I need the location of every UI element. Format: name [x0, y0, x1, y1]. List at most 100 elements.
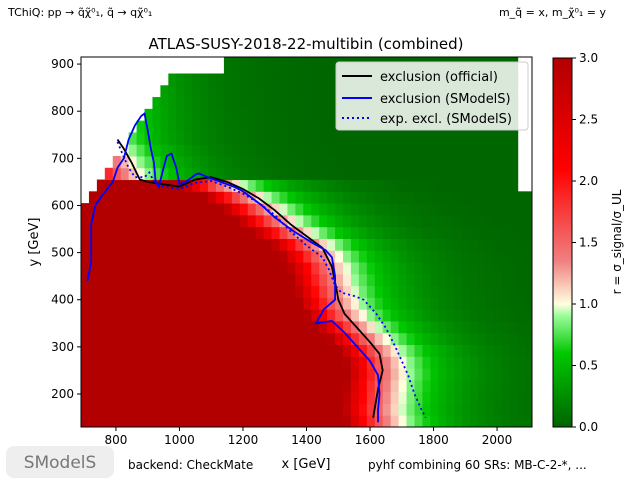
heatmap-cell	[231, 108, 241, 122]
heatmap-cell	[279, 57, 288, 63]
heatmap-cell	[501, 379, 511, 393]
heatmap-cell	[144, 238, 153, 251]
heatmap-cell	[176, 97, 185, 110]
heatmap-cell	[231, 203, 241, 216]
heatmap-cell	[223, 285, 233, 298]
heatmap-cell	[239, 57, 249, 63]
heatmap-cell	[335, 155, 344, 169]
heatmap-cell	[478, 368, 487, 381]
heatmap-cell	[501, 273, 511, 287]
heatmap-cell	[438, 273, 447, 287]
heatmap-cell	[311, 285, 320, 298]
heatmap-cell	[430, 262, 439, 275]
heatmap-cell	[311, 368, 320, 381]
heatmap-cell	[239, 379, 249, 393]
heatmap-cell	[509, 332, 519, 346]
heatmap-cell	[295, 356, 304, 369]
heatmap-cell	[319, 285, 328, 298]
heatmap-cell	[81, 273, 90, 287]
heatmap-cell	[438, 226, 447, 239]
heatmap-cell	[263, 203, 273, 216]
heatmap-cell	[295, 61, 304, 74]
heatmap-cell	[303, 61, 312, 74]
heatmap-cell	[406, 144, 415, 157]
heatmap-cell	[327, 226, 336, 239]
heatmap-cell	[350, 214, 360, 228]
heatmap-cell	[144, 297, 153, 310]
heatmap-cell	[223, 144, 233, 157]
heatmap-cell	[470, 179, 479, 192]
heatmap-cell	[382, 344, 392, 357]
heatmap-cell	[223, 108, 233, 122]
heatmap-cell	[239, 226, 249, 239]
heatmap-cell	[128, 214, 138, 228]
heatmap-cell	[422, 214, 431, 228]
heatmap-cell	[509, 226, 519, 239]
heatmap-cell	[295, 132, 304, 145]
heatmap-cell	[128, 368, 138, 381]
heatmap-cell	[255, 57, 265, 63]
heatmap-cell	[398, 368, 408, 381]
heatmap-cell	[374, 332, 384, 346]
heatmap-cell	[343, 320, 352, 334]
heatmap-cell	[287, 262, 296, 275]
heatmap-cell	[470, 368, 479, 381]
heatmap-cell	[390, 297, 400, 310]
heatmap-cell	[462, 285, 471, 298]
heatmap-cell	[414, 403, 423, 416]
heatmap-cell	[81, 262, 90, 275]
heatmap-cell	[454, 155, 463, 169]
heatmap-cell	[104, 368, 114, 381]
heatmap-cell	[295, 57, 304, 63]
heatmap-cell	[525, 191, 532, 204]
heatmap-cell	[509, 285, 519, 298]
heatmap-cell	[470, 356, 479, 369]
heatmap-cell	[208, 191, 217, 204]
x-tick-label: 1000	[164, 433, 195, 447]
heatmap-cell	[343, 297, 352, 310]
heatmap-cell	[350, 309, 360, 322]
heatmap-cell	[160, 391, 169, 404]
heatmap-cell	[279, 144, 288, 157]
heatmap-cell	[247, 167, 257, 181]
heatmap-cell	[358, 144, 368, 157]
heatmap-cell	[517, 415, 527, 427]
heatmap-cell	[493, 309, 503, 322]
heatmap-cell	[327, 285, 336, 298]
heatmap-cell	[525, 379, 532, 393]
heatmap-cell	[311, 391, 320, 404]
heatmap-cell	[247, 285, 257, 298]
heatmap-cell	[454, 57, 463, 63]
heatmap-cell	[271, 73, 281, 86]
heatmap-cell	[303, 191, 312, 204]
heatmap-cell	[136, 167, 146, 181]
heatmap-cell	[335, 379, 344, 393]
heatmap-cell	[374, 203, 384, 216]
heatmap-cell	[200, 403, 209, 416]
heatmap-cell	[200, 179, 209, 192]
legend-box	[335, 61, 529, 131]
heatmap-cell	[208, 332, 217, 346]
heatmap-cell	[88, 262, 98, 275]
heatmap-cell	[215, 191, 225, 204]
heatmap-cell	[335, 144, 344, 157]
heatmap-cell	[311, 120, 320, 133]
heatmap-cell	[478, 226, 487, 239]
heatmap-cell	[168, 250, 177, 263]
heatmap-cell	[438, 262, 447, 275]
heatmap-cell	[120, 309, 130, 322]
heatmap-cell	[128, 415, 138, 427]
heatmap-cell	[208, 179, 217, 192]
heatmap-cell	[263, 356, 273, 369]
heatmap-cell	[223, 57, 233, 63]
heatmap-cell	[128, 179, 138, 192]
heatmap-cell	[446, 250, 455, 263]
heatmap-cell	[430, 415, 439, 427]
heatmap-cell	[485, 179, 495, 192]
heatmap-cell	[184, 273, 193, 287]
heatmap-cell	[358, 368, 368, 381]
heatmap-cell	[462, 320, 471, 334]
heatmap-cell	[374, 155, 384, 169]
heatmap-cell	[446, 238, 455, 251]
heatmap-cell	[223, 379, 233, 393]
